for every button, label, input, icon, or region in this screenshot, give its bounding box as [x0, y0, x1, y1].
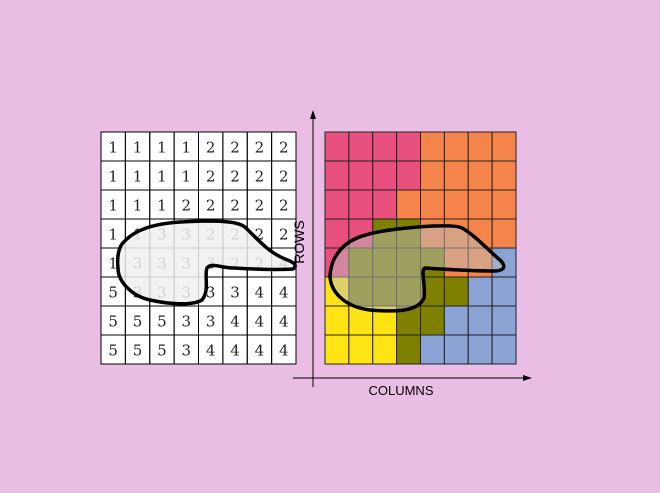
left-grid-value: 5	[108, 342, 118, 360]
left-grid-value: 1	[133, 139, 143, 157]
left-grid-cell	[271, 334, 297, 365]
left-grid-value: 4	[230, 342, 240, 360]
left-grid-value: 3	[182, 313, 192, 331]
left-grid-value: 5	[157, 342, 167, 360]
left-grid-value: 2	[255, 139, 265, 157]
right-grid-cell	[467, 276, 493, 307]
left-grid-value: 1	[108, 255, 118, 273]
right-grid-cell	[491, 276, 517, 307]
left-grid-value: 1	[108, 226, 118, 244]
right-grid-cell	[467, 305, 493, 336]
right-grid-cell	[467, 189, 493, 220]
left-grid-value: 3	[206, 284, 216, 302]
left-grid-value: 1	[133, 168, 143, 186]
left-grid-value: 1	[108, 197, 118, 215]
left-zone-polygon	[115, 219, 297, 306]
right-grid-cell	[491, 160, 517, 191]
right-grid-cell	[348, 131, 374, 162]
left-grid-value: 2	[279, 226, 289, 244]
right-grid-cell	[467, 334, 493, 365]
right-grid-cell	[420, 189, 445, 220]
left-grid-value: 5	[133, 313, 143, 331]
left-grid-value: 2	[255, 168, 265, 186]
x-axis-label: COLUMNS	[368, 383, 433, 398]
left-grid-value: 1	[157, 168, 167, 186]
left-grid-value: 4	[255, 342, 265, 360]
right-grid-cell	[420, 334, 445, 365]
left-grid-value: 4	[230, 313, 240, 331]
left-grid-value: 1	[108, 168, 118, 186]
right-grid-cell	[443, 334, 469, 365]
right-grid-cell	[443, 189, 469, 220]
y-axis-label: ROWS	[291, 220, 307, 264]
right-grid-cell	[491, 334, 517, 365]
right-grid-cell	[443, 160, 469, 191]
axes: ROWS COLUMNS	[291, 110, 532, 398]
left-grid-value: 4	[255, 284, 265, 302]
right-grid-cell	[324, 334, 350, 365]
right-grid-cell	[491, 189, 517, 220]
right-grid-cell	[396, 189, 421, 220]
right-grid-cell	[348, 160, 374, 191]
left-grid-value: 1	[157, 139, 167, 157]
left-grid-value: 1	[182, 168, 192, 186]
left-grid-value: 4	[279, 284, 289, 302]
right-zone-polygon	[328, 224, 506, 313]
left-grid-value: 1	[133, 197, 143, 215]
left-grid-value: 2	[230, 168, 240, 186]
left-grid-value: 2	[230, 139, 240, 157]
left-grid-value: 3	[206, 313, 216, 331]
left-grid-value: 4	[279, 342, 289, 360]
right-grid-cell	[396, 160, 421, 191]
left-grid-value: 2	[279, 168, 289, 186]
right-grid-cell	[420, 131, 445, 162]
right-grid-cell	[372, 189, 398, 220]
y-axis-arrow-icon	[310, 110, 316, 119]
left-grid-value: 2	[279, 197, 289, 215]
right-grid-cell	[348, 334, 374, 365]
right-grid-cell	[467, 160, 493, 191]
left-grid-value: 5	[157, 313, 167, 331]
right-grid-cell	[420, 305, 445, 336]
left-grid-value: 5	[133, 342, 143, 360]
x-axis-arrow-icon	[523, 375, 532, 381]
left-grid-value: 2	[255, 197, 265, 215]
left-grid-value: 1	[108, 139, 118, 157]
right-grid-cell	[443, 276, 469, 307]
right-grid-cell	[420, 160, 445, 191]
left-grid-value: 1	[182, 139, 192, 157]
right-grid-cell	[324, 160, 350, 191]
right-grid-cell	[324, 131, 350, 162]
left-grid-value: 1	[157, 197, 167, 215]
right-grid-cell	[491, 218, 517, 249]
left-grid-value: 5	[108, 284, 118, 302]
right-grid-cell	[324, 189, 350, 220]
right-grid-cell	[324, 305, 350, 336]
right-grid-cell	[396, 131, 421, 162]
right-grid-cell	[491, 305, 517, 336]
right-grid-cell	[443, 131, 469, 162]
left-grid-value: 2	[255, 226, 265, 244]
right-grid-cell	[467, 131, 493, 162]
left-grid-value: 3	[182, 342, 192, 360]
left-grid-value: 4	[255, 313, 265, 331]
left-grid-value: 2	[206, 139, 216, 157]
right-grid-cell	[348, 189, 374, 220]
left-grid-value: 3	[230, 284, 240, 302]
left-grid-value: 5	[108, 313, 118, 331]
right-grid-cell	[396, 334, 421, 365]
right-grid-cell	[372, 131, 398, 162]
left-grid-value: 2	[182, 197, 192, 215]
left-grid-value: 4	[279, 313, 289, 331]
right-grid-cell	[372, 334, 398, 365]
left-grid-value: 2	[279, 139, 289, 157]
right-grid-cell	[491, 131, 517, 162]
left-grid-value: 2	[206, 168, 216, 186]
right-grid-cell	[372, 160, 398, 191]
right-grid-cell	[443, 305, 469, 336]
left-grid-value: 2	[206, 197, 216, 215]
left-grid-value: 4	[206, 342, 216, 360]
left-grid-value: 2	[230, 197, 240, 215]
